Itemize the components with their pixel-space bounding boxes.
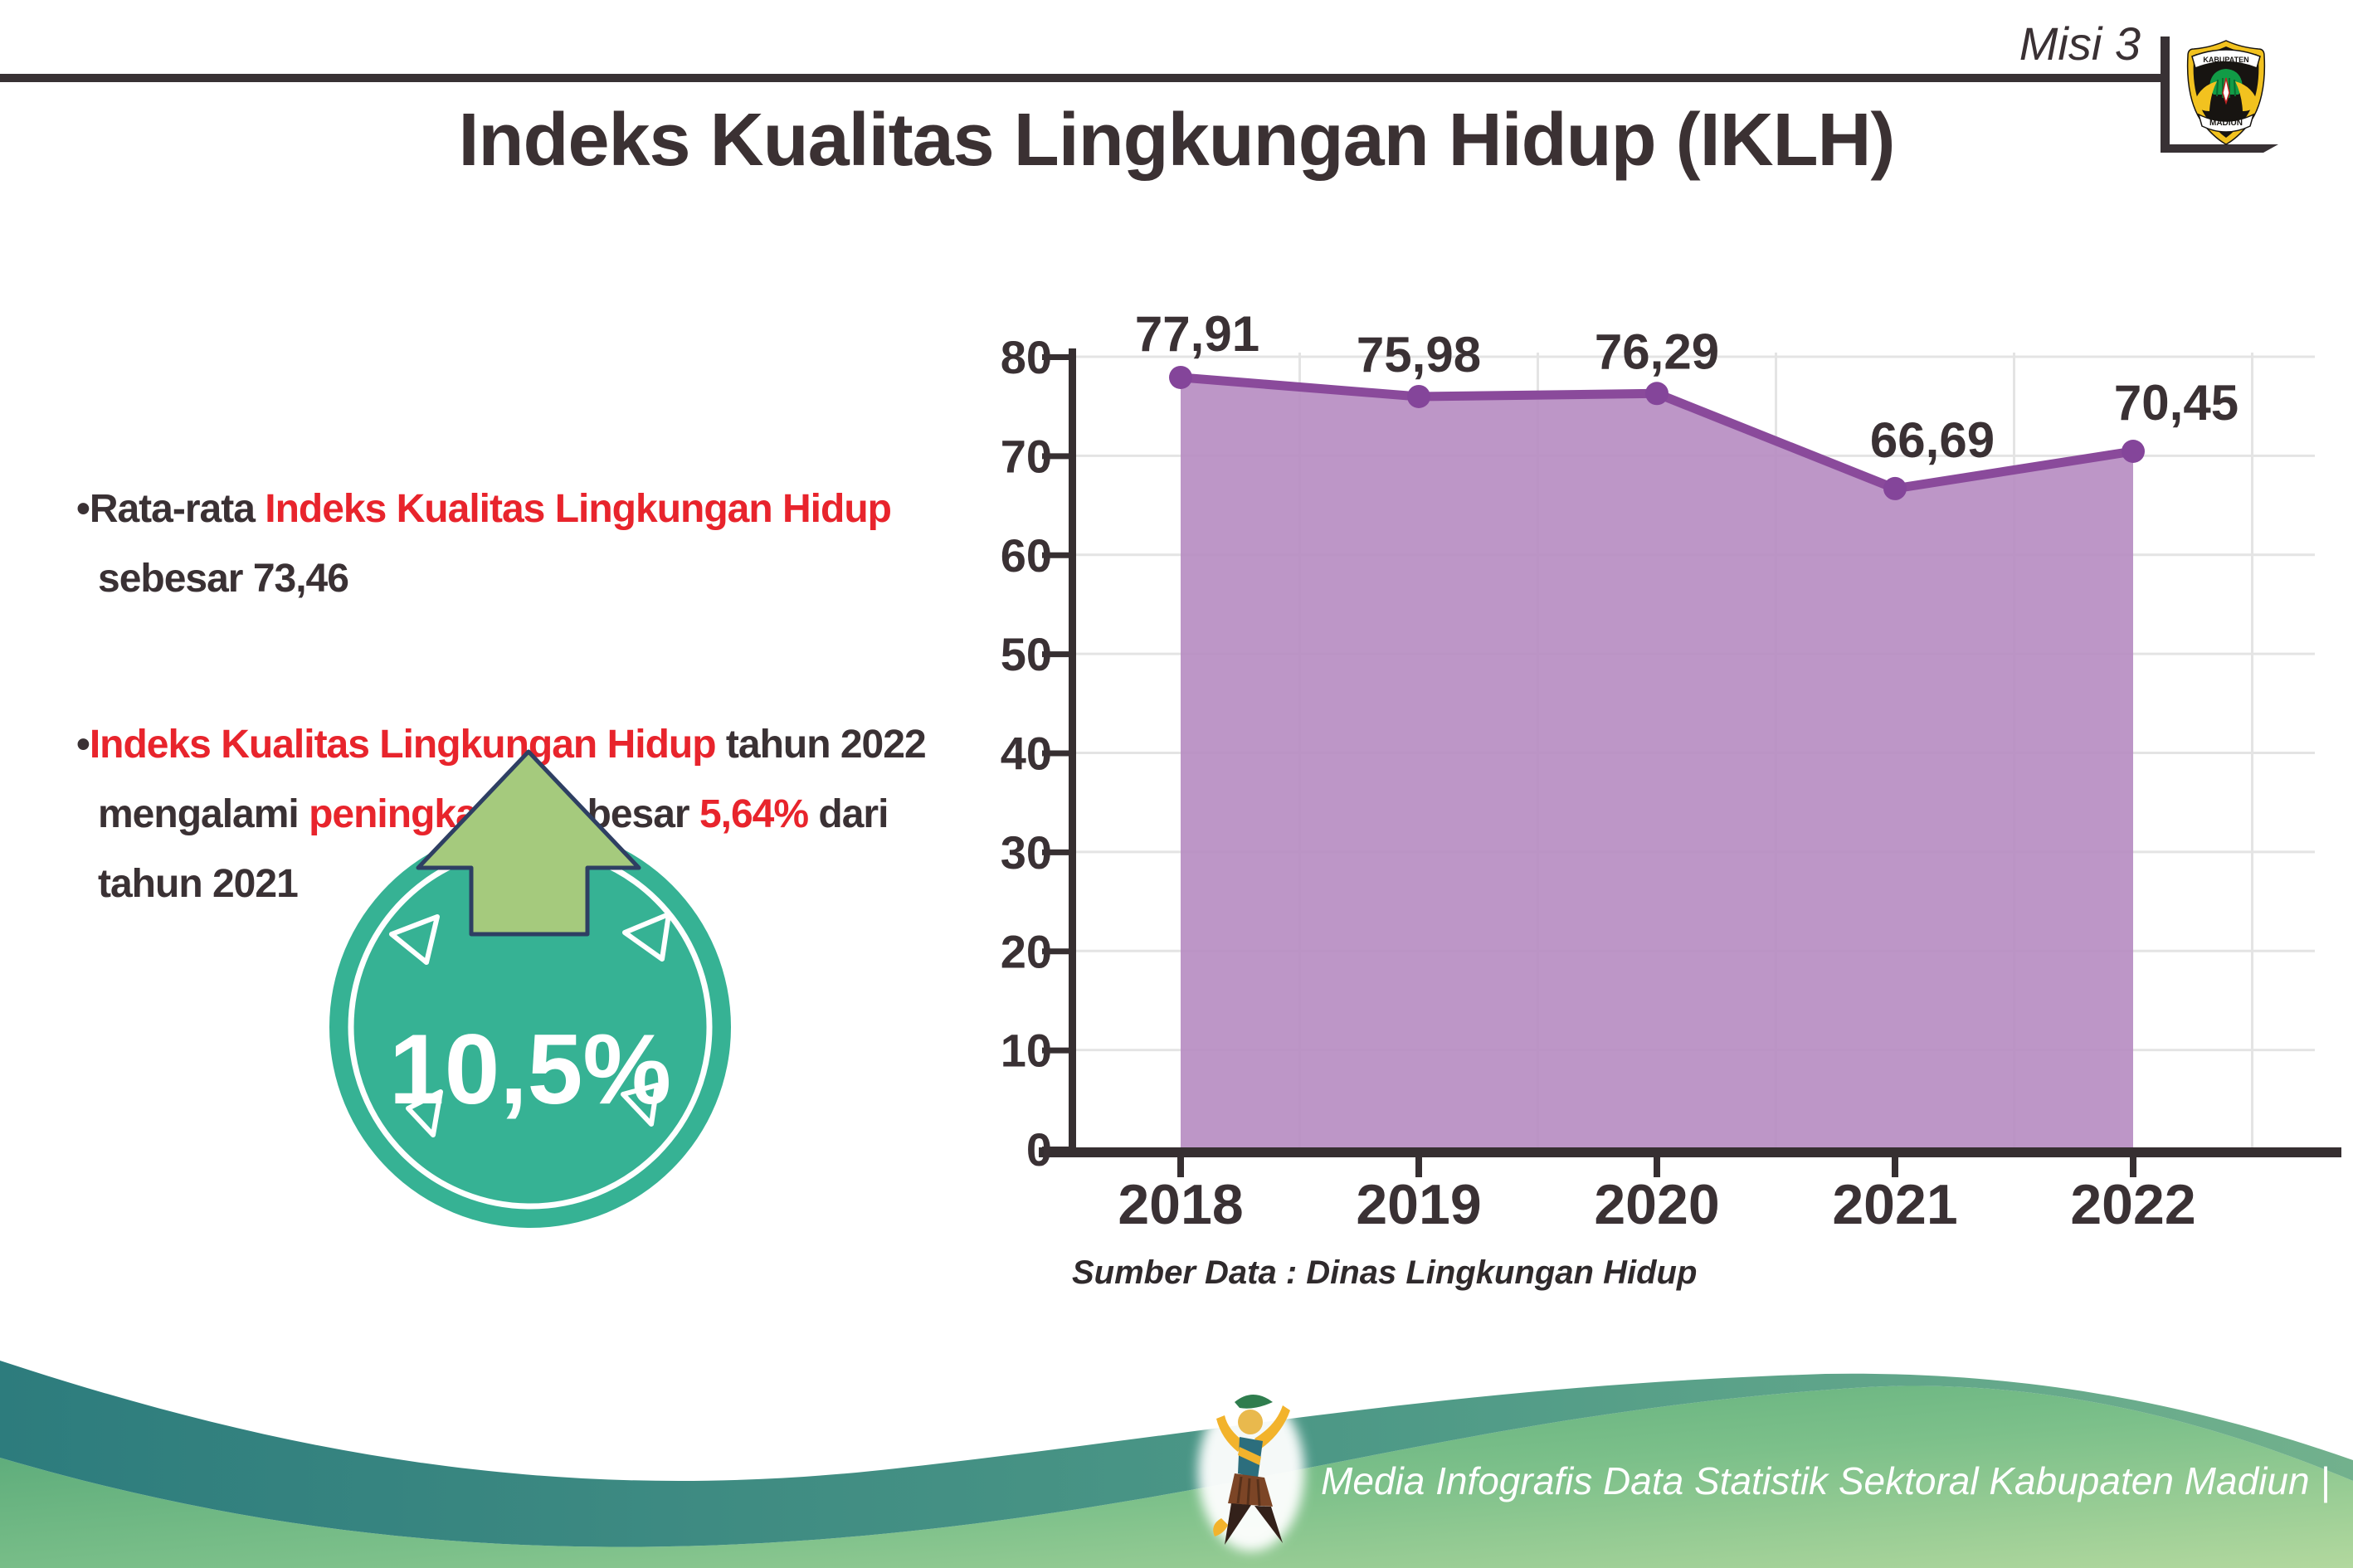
svg-text:70,45: 70,45	[2114, 375, 2239, 431]
logo-spear	[2222, 77, 2230, 105]
badge-value: 10,5%	[389, 1014, 671, 1125]
svg-text:70: 70	[1001, 430, 1052, 482]
bullet-text-segment: sebesar 73,46	[98, 557, 349, 601]
chart-axes	[1039, 348, 2341, 1177]
chart-y-labels: 0 10 20 30 40 50 60 70 80	[1001, 331, 1052, 1176]
footer-wave-green	[0, 1385, 2353, 1568]
svg-text:40: 40	[1001, 728, 1052, 780]
bullet-line: mengalami peningkatan sebesar 5,64% dari	[76, 780, 1022, 850]
badge-circle	[329, 826, 731, 1228]
footer-credit: Media Infografis Data Statistik Sektoral…	[1321, 1459, 2331, 1502]
logo-bracket-bottom	[2161, 144, 2278, 153]
bullet-item: •Rata-rata Indeks Kualitas Lingkungan Hi…	[76, 475, 1022, 614]
svg-text:10: 10	[1001, 1025, 1052, 1077]
mission-label: Misi 3	[2019, 17, 2141, 70]
logo-left-wing	[2194, 81, 2217, 111]
logo-top-ribbon	[2191, 49, 2261, 70]
svg-text:0: 0	[1026, 1123, 1052, 1176]
badge-sparkle-sw	[406, 1089, 443, 1137]
bullet-line: tahun 2021	[76, 850, 1022, 919]
logo-bottom-ribbon	[2197, 113, 2255, 133]
summary-bullets: •Rata-rata Indeks Kualitas Lingkungan Hi…	[76, 475, 1022, 919]
source-note: Sumber Data : Dinas Lingkungan Hidup	[1072, 1254, 1698, 1291]
increase-badge: 10,5%	[329, 749, 731, 1228]
svg-text:66,69: 66,69	[1870, 412, 1995, 468]
svg-text:76,29: 76,29	[1595, 324, 1719, 379]
bullet-marker: •	[76, 723, 90, 767]
svg-text:2020: 2020	[1594, 1173, 1719, 1236]
bullet-text-segment: Indeks Kualitas Lingkungan Hidup	[265, 487, 892, 531]
bullet-line: •Rata-rata Indeks Kualitas Lingkungan Hi…	[76, 475, 1022, 544]
svg-text:80: 80	[1001, 331, 1052, 383]
svg-text:2018: 2018	[1118, 1173, 1243, 1236]
logo-ornament	[2219, 134, 2234, 142]
logo-tree-roots	[2216, 78, 2236, 98]
bullet-line: •Indeks Kualitas Lingkungan Hidup tahun …	[76, 710, 1022, 780]
svg-text:2022: 2022	[2070, 1173, 2195, 1236]
iklh-area-chart: 0 10 20 30 40 50 60 70 80 2018 2019 2020 2021 2022 77,…	[1001, 307, 2341, 1236]
svg-text:77,91: 77,91	[1135, 307, 1259, 362]
bullet-text-segment: tahun 2021	[98, 862, 299, 906]
badge-sparkle-nw	[389, 914, 440, 965]
bullet-text-segment: Indeks Kualitas Lingkungan Hidup	[89, 723, 717, 767]
up-arrow-icon	[416, 749, 641, 937]
header-rule	[0, 74, 2167, 82]
chart-value-labels: 77,91 75,98 76,29 66,69 70,45	[1135, 307, 2239, 468]
badge-sparkle-se	[621, 1083, 660, 1127]
page-title: Indeks Kualitas Lingkungan Hidup (IKLH)	[458, 99, 1895, 182]
bullet-marker: •	[76, 487, 90, 531]
bullet-text-segment: tahun 2022	[715, 723, 927, 767]
mascot-icon	[1198, 1392, 1304, 1551]
kabupaten-madiun-logo-icon: KABUPATEN ★ MADIUN	[2186, 40, 2266, 145]
bullet-text-segment: 5,64%	[699, 792, 809, 836]
footer-wave	[0, 1361, 2353, 1568]
svg-text:2021: 2021	[1832, 1173, 1957, 1236]
bullet-text-segment: Rata-rata	[89, 487, 266, 531]
svg-text:50: 50	[1001, 628, 1052, 680]
badge-sparkle-ne	[622, 912, 671, 962]
bullet-line: sebesar 73,46	[76, 544, 1022, 614]
footer-wave-teal	[0, 1361, 2353, 1547]
svg-text:2019: 2019	[1356, 1173, 1481, 1236]
bullet-item: •Indeks Kualitas Lingkungan Hidup tahun …	[76, 710, 1022, 919]
chart-markers	[1169, 365, 2145, 500]
bullet-text-segment: mengalami	[98, 792, 309, 836]
logo-bottom-text: MADIUN	[2209, 119, 2243, 128]
svg-text:30: 30	[1001, 826, 1052, 879]
svg-text:60: 60	[1001, 529, 1052, 582]
chart-area	[1181, 377, 2133, 1150]
svg-text:20: 20	[1001, 925, 1052, 977]
chart-x-labels: 2018 2019 2020 2021 2022	[1118, 1173, 2195, 1236]
bullet-text-segment: dari	[808, 792, 889, 836]
logo-right-wing	[2235, 81, 2258, 111]
logo-top-text: KABUPATEN	[2203, 56, 2248, 64]
svg-text:75,98: 75,98	[1357, 327, 1481, 382]
logo-bracket-vertical	[2161, 37, 2170, 153]
